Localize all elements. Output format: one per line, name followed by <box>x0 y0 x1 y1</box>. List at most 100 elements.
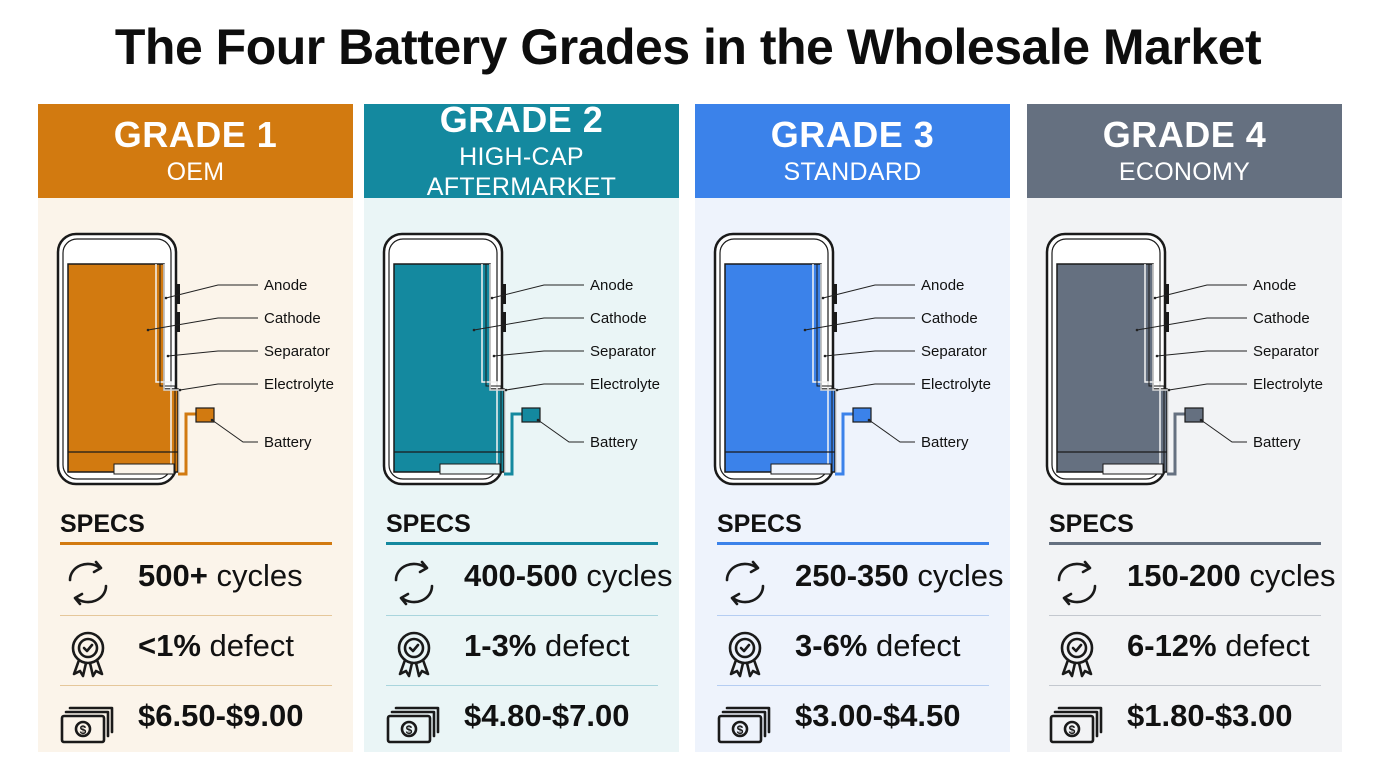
cycles-value: 500+ <box>138 558 208 593</box>
price-row: $ $1.80-$3.00 <box>1049 686 1321 752</box>
cathode-leader-line <box>1136 317 1247 331</box>
phone-side-button <box>1165 312 1169 332</box>
row-divider <box>386 685 658 686</box>
money-icon-svg: $ <box>60 706 114 744</box>
separator-leader-line <box>167 350 258 357</box>
battery-leader-line <box>868 419 915 443</box>
badge-outer <box>71 631 105 665</box>
badge-check <box>1071 643 1083 653</box>
flex-cable <box>504 412 522 476</box>
defect-row: 3-6% defect <box>717 616 989 686</box>
cycles-text: 150-200 cycles <box>1127 558 1336 594</box>
defect-unit: defect <box>536 628 630 663</box>
cycles-row: 400-500 cycles <box>386 546 673 616</box>
separator-layer <box>816 264 833 474</box>
cycle-icon <box>1049 558 1105 608</box>
cell-tab <box>113 463 175 475</box>
battery-label: Battery <box>1253 434 1301 451</box>
cycle-arc-bottom <box>400 584 434 604</box>
badge-outer <box>1060 631 1094 665</box>
electrolyte-leader-line <box>505 383 584 391</box>
money-icon-svg: $ <box>717 706 771 744</box>
money-icon: $ <box>1049 698 1105 748</box>
cycle-icon-svg <box>394 560 434 606</box>
flex-cable <box>1167 412 1185 476</box>
separator-leader-dot <box>166 354 170 358</box>
phone-inner-outline <box>62 238 172 480</box>
separator-label: Separator <box>590 343 656 360</box>
cathode-leader-line <box>473 317 584 331</box>
badge-icon-svg <box>728 631 762 678</box>
defect-text: 3-6% defect <box>795 628 960 664</box>
badge-outer <box>397 631 431 665</box>
anode-leader-dot <box>490 296 494 300</box>
flex-cable <box>178 412 196 476</box>
specs-divider <box>60 542 332 545</box>
phone-diagram-svg: Anode Cathode Separator Electrolyte Battery <box>1045 232 1323 486</box>
dollar-glyph: $ <box>1069 723 1076 737</box>
defect-value: <1% <box>138 628 201 663</box>
defect-unit: defect <box>1216 628 1310 663</box>
phone-battery-diagram: Anode Cathode Separator Electrolyte Battery <box>695 224 1010 494</box>
bill-coin <box>731 720 749 738</box>
row-divider <box>1049 615 1321 616</box>
battery-leader-dot <box>1199 418 1203 422</box>
price-value: $6.50-$9.00 <box>138 698 304 733</box>
defect-row: <1% defect <box>60 616 332 686</box>
cycle-arc-bottom <box>74 584 108 604</box>
electrolyte-leader-dot <box>835 388 839 392</box>
cycle-arrow-bottom <box>73 592 84 606</box>
badge-icon-svg <box>71 631 105 678</box>
separator-leader-line <box>493 350 584 357</box>
cathode-label: Cathode <box>1253 310 1310 327</box>
cycle-arrow-top <box>1081 560 1092 574</box>
flex-cable <box>835 412 853 476</box>
defect-unit: defect <box>200 628 294 663</box>
row-divider <box>717 685 989 686</box>
phone-side-button <box>1165 284 1169 304</box>
badge-ribbon-left <box>398 658 414 678</box>
grade-card-4: GRADE 4 ECONOMY Anode Cathode Separator Ele… <box>1027 104 1342 752</box>
grade-cards: GRADE 1 OEM Anode Cathode Separator Electro… <box>38 104 1342 752</box>
defect-unit: defect <box>867 628 961 663</box>
badge-inner <box>734 637 756 659</box>
phone-side-button <box>833 284 837 304</box>
bill-back-2 <box>68 706 114 734</box>
cycle-icon-svg <box>725 560 765 606</box>
battery-label: Battery <box>590 434 638 451</box>
electrolyte-label: Electrolyte <box>264 376 334 393</box>
price-value: $4.80-$7.00 <box>464 698 630 733</box>
electrolyte-label: Electrolyte <box>590 376 660 393</box>
phone-diagram-svg: Anode Cathode Separator Electrolyte Battery <box>382 232 660 486</box>
quality-badge-icon <box>1049 628 1105 678</box>
quality-badge-icon <box>717 628 773 678</box>
cycle-icon <box>60 558 116 608</box>
card-header: GRADE 3 STANDARD <box>695 104 1010 198</box>
cathode-leader-dot <box>803 328 807 332</box>
cycle-icon-svg <box>1057 560 1097 606</box>
cycle-arc-top <box>394 562 428 582</box>
battery-connector <box>521 407 541 423</box>
phone-battery-diagram: Anode Cathode Separator Electrolyte Battery <box>364 224 679 494</box>
anode-leader-line <box>822 284 915 299</box>
price-text: $3.00-$4.50 <box>795 698 960 734</box>
cell-tab <box>439 463 501 475</box>
anode-leader-line <box>165 284 258 299</box>
dollar-glyph: $ <box>406 723 413 737</box>
row-divider <box>60 615 332 616</box>
electrolyte-leader-line <box>836 383 915 391</box>
money-icon-svg: $ <box>1049 706 1103 744</box>
money-icon: $ <box>717 698 773 748</box>
anode-leader-line <box>491 284 584 299</box>
separator-leader-line <box>824 350 915 357</box>
battery-cell <box>724 263 836 473</box>
battery-leader-line <box>211 419 258 443</box>
cycles-unit: cycles <box>1240 558 1336 593</box>
anode-label: Anode <box>264 277 307 294</box>
separator-label: Separator <box>921 343 987 360</box>
electrolyte-leader-dot <box>504 388 508 392</box>
anode-label: Anode <box>590 277 633 294</box>
cycles-text: 400-500 cycles <box>464 558 673 594</box>
cycle-arc-top <box>1057 562 1091 582</box>
price-row: $ $6.50-$9.00 <box>60 686 332 752</box>
